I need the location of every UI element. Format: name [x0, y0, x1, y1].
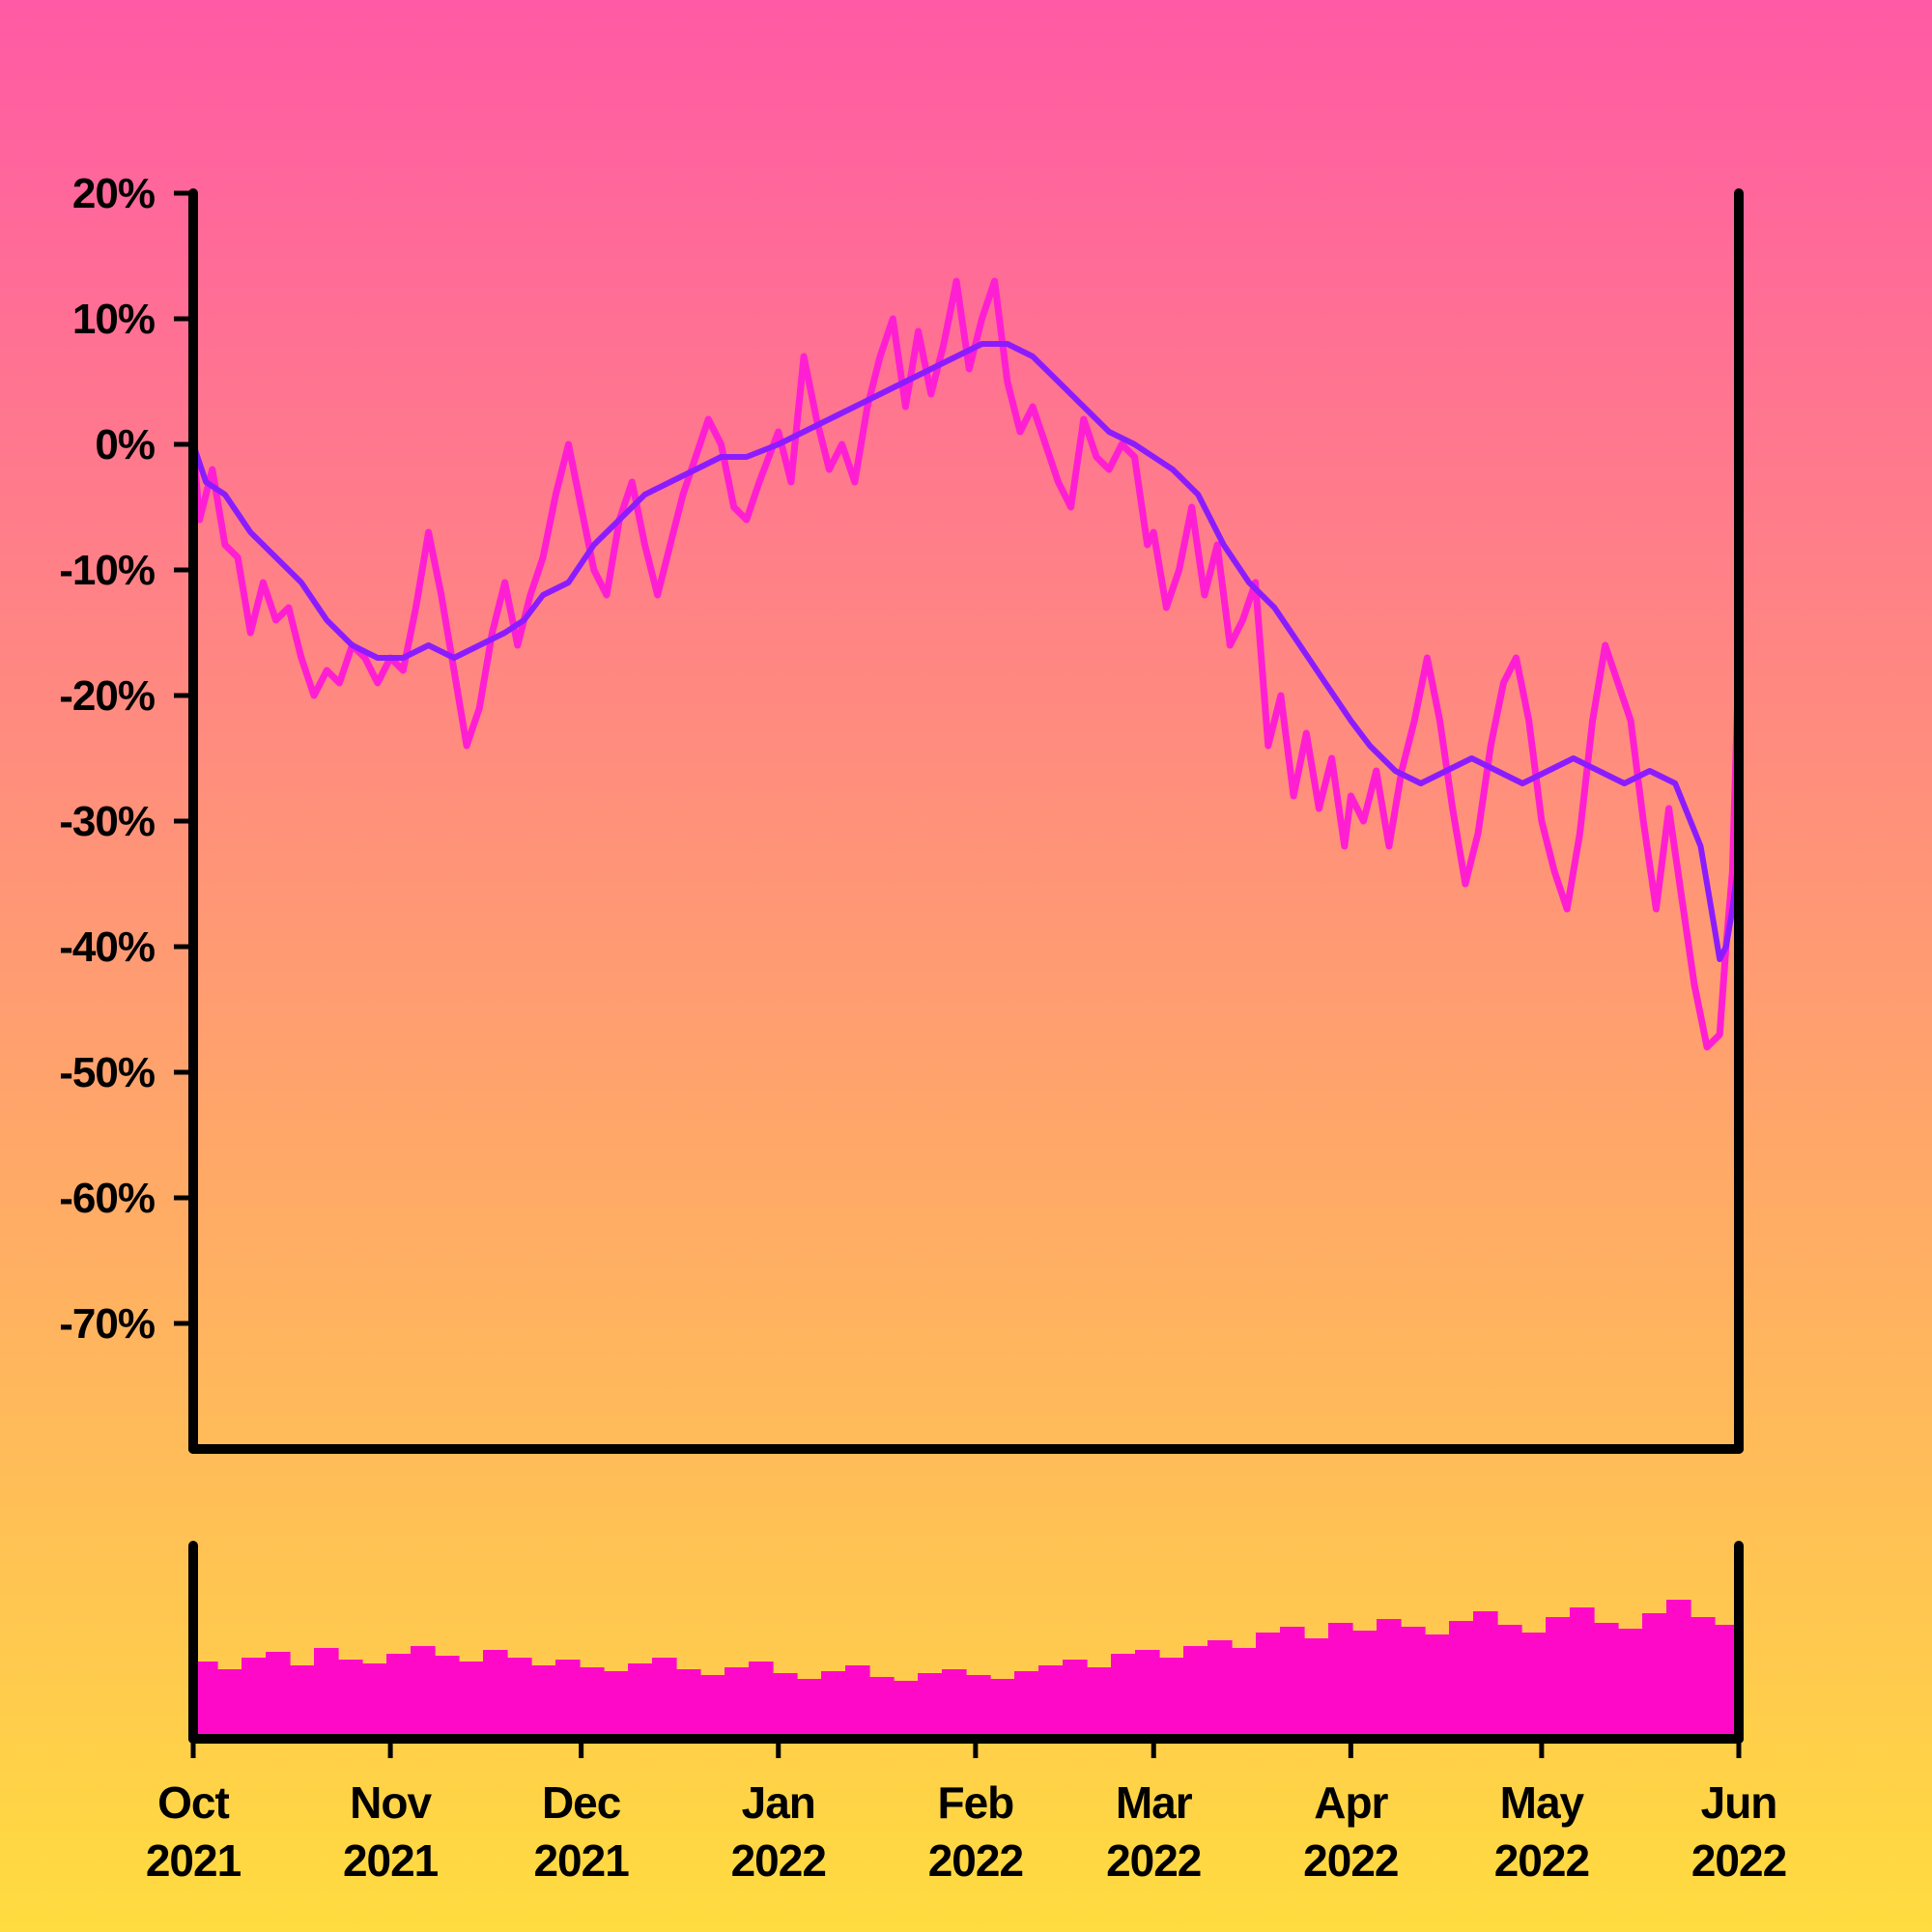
volume-bar — [1304, 1638, 1329, 1739]
volume-bar — [918, 1673, 943, 1739]
volume-bar — [266, 1652, 291, 1739]
volume-bar — [1425, 1634, 1450, 1739]
x-tick-label-year: 2022 — [1303, 1835, 1398, 1886]
volume-panel — [193, 1600, 1740, 1739]
volume-bar — [290, 1665, 315, 1739]
x-tick-label-year: 2022 — [1691, 1835, 1786, 1886]
volume-bar — [1666, 1600, 1691, 1739]
volume-bar — [1183, 1646, 1208, 1739]
x-tick-label-month: May — [1500, 1777, 1585, 1828]
x-tick-label-year: 2022 — [1106, 1835, 1201, 1886]
x-tick-label-month: Oct — [157, 1777, 229, 1828]
volume-bar — [1594, 1623, 1619, 1739]
volume-bar — [1690, 1617, 1716, 1739]
volume-bar — [1063, 1660, 1088, 1739]
x-tick-label-year: 2021 — [343, 1835, 439, 1886]
volume-bar — [1135, 1650, 1160, 1739]
volume-bar — [1570, 1607, 1595, 1739]
volume-bar — [1087, 1667, 1112, 1739]
volume-bar — [604, 1671, 629, 1739]
volume-bar — [966, 1675, 991, 1739]
y-tick-label: 20% — [72, 170, 155, 217]
x-axis: Oct 2021 Nov 2021 Dec 2021 Jan 2022 Feb 2022 Mar 20… — [146, 1739, 1787, 1886]
volume-bar — [1521, 1633, 1547, 1739]
y-tick-label: 10% — [72, 296, 155, 343]
volume-bar — [1280, 1627, 1305, 1739]
y-axis: 20% 10% 0% -10% -20% -30% -40% -50% -60% -70% — [59, 170, 193, 1348]
volume-bar — [435, 1656, 460, 1739]
volume-bar — [652, 1658, 677, 1739]
volume-bar — [990, 1679, 1015, 1739]
volume-bar — [217, 1669, 242, 1739]
volume-bar — [749, 1662, 774, 1739]
y-tick-label: -70% — [59, 1300, 155, 1348]
x-tick-label-month: Apr — [1314, 1777, 1388, 1828]
y-tick-label: -20% — [59, 672, 155, 720]
volume-bar — [1618, 1629, 1643, 1739]
volume-bar — [314, 1648, 339, 1739]
x-tick-label-month: Dec — [542, 1777, 621, 1828]
volume-bar — [1546, 1617, 1571, 1739]
x-tick-label-year: 2021 — [146, 1835, 242, 1886]
volume-bar — [386, 1654, 412, 1739]
x-tick-label-month: Nov — [350, 1777, 432, 1828]
price-panel — [189, 277, 1743, 1051]
y-tick-label: 0% — [95, 421, 155, 469]
volume-bar — [459, 1662, 484, 1739]
volume-bar — [1232, 1648, 1257, 1739]
volume-bar — [1473, 1611, 1498, 1739]
volume-bar — [242, 1658, 267, 1739]
volume-bar — [1111, 1654, 1136, 1739]
volume-bar — [1014, 1671, 1039, 1739]
volume-bar — [1038, 1665, 1064, 1739]
volume-bar — [894, 1681, 919, 1739]
volume-bar — [362, 1663, 387, 1739]
volume-bar — [531, 1665, 556, 1739]
series-line-daily — [189, 277, 1743, 1051]
volume-bar — [580, 1667, 605, 1739]
volume-bar — [507, 1658, 532, 1739]
volume-bar — [724, 1667, 750, 1739]
volume-bar — [1208, 1640, 1233, 1739]
volume-bar — [1159, 1658, 1184, 1739]
volume-bar — [821, 1671, 846, 1739]
volume-bar — [1401, 1627, 1426, 1739]
volume-bar — [555, 1660, 581, 1739]
x-tick-label-year: 2022 — [1494, 1835, 1589, 1886]
volume-bar — [773, 1673, 798, 1739]
series-line-smoothed — [190, 341, 1742, 962]
volume-bar — [483, 1650, 508, 1739]
volume-bar — [411, 1646, 436, 1739]
volume-bar — [338, 1660, 363, 1739]
volume-bar — [869, 1677, 895, 1739]
x-tick-label-month: Mar — [1116, 1777, 1193, 1828]
volume-bar — [1642, 1613, 1667, 1739]
volume-bar — [676, 1669, 701, 1739]
volume-bar — [700, 1675, 725, 1739]
volume-bar — [845, 1665, 870, 1739]
y-tick-label: -30% — [59, 798, 155, 845]
volume-bar — [1497, 1625, 1522, 1739]
x-tick-label-month: Jun — [1701, 1777, 1777, 1828]
x-tick-label-month: Feb — [937, 1777, 1013, 1828]
volume-bar — [942, 1669, 967, 1739]
volume-bar — [1449, 1621, 1474, 1739]
y-tick-label: -10% — [59, 547, 155, 594]
y-tick-label: -40% — [59, 923, 155, 971]
volume-bar — [628, 1663, 653, 1739]
y-tick-label: -50% — [59, 1049, 155, 1096]
x-tick-label-month: Jan — [742, 1777, 815, 1828]
y-tick-label: -60% — [59, 1175, 155, 1222]
x-tick-label-year: 2022 — [928, 1835, 1023, 1886]
volume-bar — [1352, 1631, 1378, 1739]
x-tick-label-year: 2022 — [731, 1835, 826, 1886]
volume-bar — [1256, 1633, 1281, 1739]
volume-bar — [1377, 1619, 1402, 1739]
volume-bar — [1328, 1623, 1353, 1739]
x-tick-label-year: 2021 — [533, 1835, 629, 1886]
volume-bar — [797, 1679, 822, 1739]
